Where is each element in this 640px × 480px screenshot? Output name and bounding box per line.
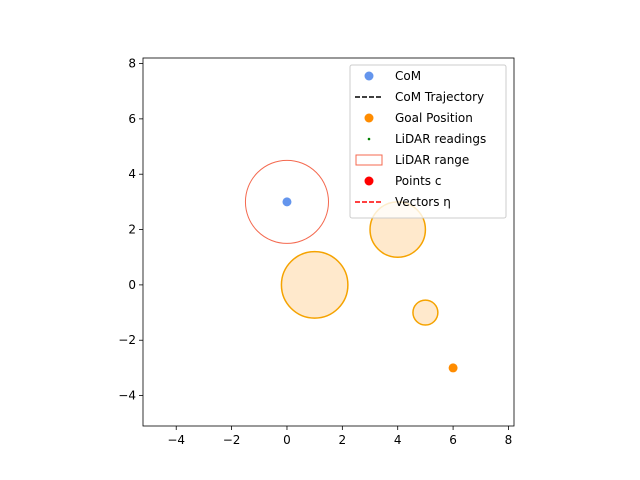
goal-point xyxy=(448,363,458,373)
lidar-range-circle xyxy=(244,159,330,244)
legend-patch xyxy=(355,154,383,166)
y-axis: −4 −2 0 2 4 6 8 xyxy=(118,57,143,403)
plot-frame xyxy=(142,57,515,427)
obstacle-circle xyxy=(280,250,349,319)
markers xyxy=(282,197,458,373)
y-tick-label: 6 xyxy=(128,112,136,126)
legend-marker xyxy=(364,113,374,123)
y-tick-label: 4 xyxy=(128,167,136,181)
legend-label: CoM Trajectory xyxy=(395,90,484,104)
legend-label: CoM xyxy=(395,69,421,83)
legend: CoM CoM Trajectory Goal Position LiDAR read… xyxy=(349,64,507,219)
x-axis: −4 −2 0 2 4 6 8 xyxy=(167,426,512,447)
x-tick-label: 4 xyxy=(394,433,402,447)
obstacle-circle xyxy=(412,299,439,326)
y-tick-label: 2 xyxy=(128,223,136,237)
legend-marker xyxy=(367,137,371,141)
y-tick-label: −2 xyxy=(118,333,136,347)
legend-label: Goal Position xyxy=(395,111,473,125)
com-point xyxy=(282,197,292,207)
legend-box xyxy=(349,64,507,219)
x-tick-label: 8 xyxy=(505,433,513,447)
y-tick-label: 8 xyxy=(128,57,136,71)
legend-marker xyxy=(364,176,374,186)
x-tick-label: −4 xyxy=(167,433,185,447)
legend-label: Vectors η xyxy=(395,195,451,209)
legend-label: LiDAR readings xyxy=(395,132,486,146)
x-tick-label: 6 xyxy=(449,433,457,447)
y-tick-label: 0 xyxy=(128,278,136,292)
x-tick-label: −2 xyxy=(223,433,241,447)
x-tick-label: 0 xyxy=(283,433,291,447)
y-tick-label: −4 xyxy=(118,389,136,403)
legend-label: Points c xyxy=(395,174,441,188)
legend-marker xyxy=(364,71,374,81)
legend-label: LiDAR range xyxy=(395,153,469,167)
x-tick-label: 2 xyxy=(339,433,347,447)
